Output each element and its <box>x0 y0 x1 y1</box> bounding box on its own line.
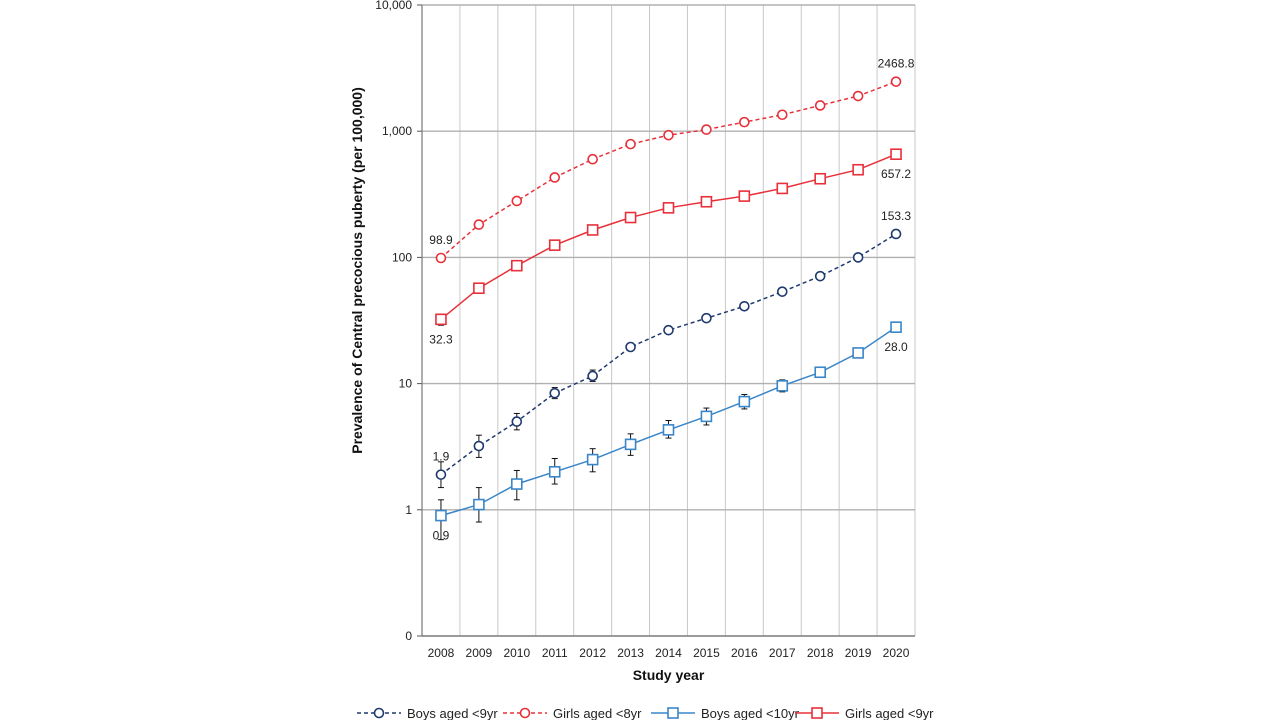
data-label: 153.3 <box>881 209 911 223</box>
data-point <box>548 239 561 251</box>
data-point <box>549 172 561 183</box>
data-point <box>890 321 902 333</box>
x-tick-label: 2015 <box>693 646 720 660</box>
data-point <box>739 116 750 128</box>
data-point <box>663 129 674 141</box>
legend-marker <box>373 707 385 719</box>
data-point <box>852 90 864 102</box>
data-point <box>473 440 485 452</box>
plot-area <box>422 5 915 636</box>
data-point <box>587 370 598 382</box>
data-point <box>739 300 750 312</box>
x-tick-label: 2013 <box>617 646 644 660</box>
data-point <box>662 424 675 436</box>
data-point <box>625 138 636 150</box>
data-point <box>890 228 902 240</box>
legend-marker <box>519 707 531 719</box>
data-point <box>473 498 485 511</box>
data-label: 98.9 <box>429 233 453 247</box>
x-tick-label: 2012 <box>579 646 606 660</box>
data-point <box>776 182 789 195</box>
data-point <box>435 313 447 326</box>
x-tick-label: 2019 <box>845 646 872 660</box>
data-point <box>511 416 523 427</box>
data-point <box>473 282 485 295</box>
y-tick-label: 1 <box>405 503 412 517</box>
data-point <box>890 148 902 161</box>
x-tick-label: 2014 <box>655 646 682 660</box>
y-tick-label: 0 <box>405 629 412 643</box>
data-point <box>701 312 712 324</box>
data-point <box>662 202 675 214</box>
y-tick-label: 100 <box>392 250 412 264</box>
data-point <box>548 466 561 478</box>
legend-marker <box>667 707 679 719</box>
y-tick-label: 10,000 <box>375 0 412 12</box>
legend-label: Boys aged <10yr <box>701 706 800 720</box>
data-point <box>700 410 713 423</box>
x-axis-title: Study year <box>633 667 705 683</box>
legend-label: Girls aged <9yr <box>845 706 934 720</box>
data-point <box>511 259 523 272</box>
data-point <box>776 286 788 297</box>
data-label: 0.9 <box>433 529 450 543</box>
data-point <box>549 387 561 399</box>
data-label: 32.3 <box>429 332 453 346</box>
data-label: 28.0 <box>884 340 908 354</box>
data-point <box>814 366 826 379</box>
data-point <box>586 224 599 236</box>
data-point <box>663 324 674 336</box>
data-point <box>814 270 826 282</box>
data-point <box>435 509 447 522</box>
legend-label: Girls aged <8yr <box>553 706 642 720</box>
data-point <box>511 195 523 207</box>
data-label: 657.2 <box>881 167 911 181</box>
x-tick-label: 2020 <box>883 646 910 660</box>
data-point <box>852 347 864 359</box>
data-point <box>776 109 788 121</box>
x-tick-label: 2011 <box>542 646 568 660</box>
x-tick-label: 2018 <box>807 646 834 660</box>
data-point <box>700 195 713 208</box>
legend-label: Boys aged <9yr <box>407 706 498 720</box>
y-axis-title: Prevalence of Central precocious puberty… <box>349 87 365 453</box>
data-point <box>587 153 598 165</box>
data-point <box>473 219 485 230</box>
data-point <box>435 469 447 480</box>
data-point <box>852 252 864 263</box>
data-point <box>776 380 789 392</box>
data-point <box>624 211 637 224</box>
x-tick-label: 2017 <box>769 646 796 660</box>
data-label: 1.9 <box>433 450 450 464</box>
x-tick-label: 2009 <box>466 646 493 660</box>
data-point <box>586 453 599 466</box>
data-point <box>624 438 637 451</box>
x-tick-label: 2008 <box>428 646 455 660</box>
x-tick-label: 2010 <box>503 646 530 660</box>
data-point <box>625 341 636 353</box>
data-point <box>738 395 751 408</box>
data-label: 2468.8 <box>878 57 915 71</box>
legend-marker <box>811 707 823 719</box>
data-point <box>511 478 523 490</box>
data-point <box>814 100 826 111</box>
y-tick-label: 10 <box>399 377 413 391</box>
x-tick-label: 2016 <box>731 646 758 660</box>
data-point <box>852 163 864 176</box>
y-tick-label: 1,000 <box>382 124 412 138</box>
data-point <box>738 190 751 202</box>
data-point <box>701 124 712 135</box>
data-point <box>435 252 447 264</box>
data-point <box>890 76 902 87</box>
data-point <box>814 172 826 185</box>
